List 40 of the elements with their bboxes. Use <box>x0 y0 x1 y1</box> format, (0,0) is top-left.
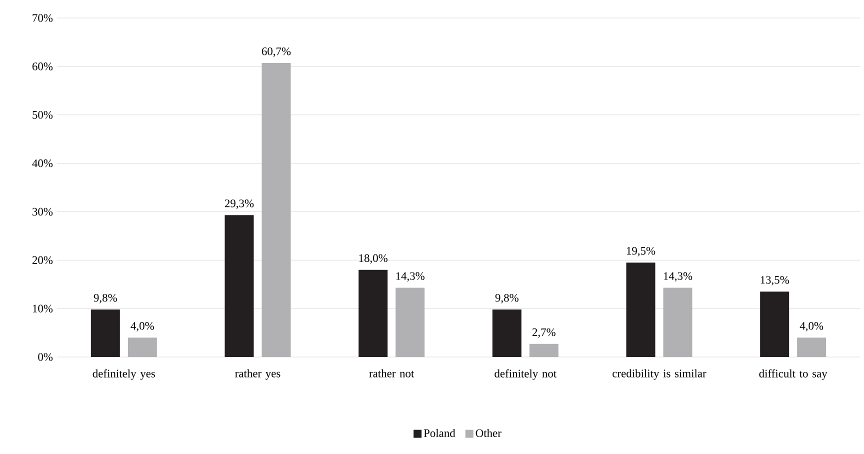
data-label: 18,0% <box>359 254 388 264</box>
y-tick-label: 60% <box>32 62 53 70</box>
data-label: 19,5% <box>626 246 656 256</box>
legend-label: Other <box>476 428 502 438</box>
x-tick-label: rather yes <box>235 369 280 380</box>
bar <box>760 292 790 357</box>
bar <box>797 338 826 357</box>
x-tick-label: definitely yes <box>92 369 156 380</box>
data-label: 9,8% <box>94 294 117 304</box>
bar <box>128 338 157 357</box>
y-tick-label: 0% <box>38 353 53 361</box>
x-tick-label: definitely not <box>494 369 557 380</box>
y-tick-label: 10% <box>32 304 53 312</box>
bar <box>358 270 388 357</box>
data-label: 4,0% <box>800 322 824 332</box>
y-tick-label: 30% <box>32 208 53 216</box>
data-label: 13,5% <box>760 276 789 286</box>
y-tick-label: 20% <box>32 256 53 264</box>
bar <box>663 288 692 357</box>
x-tick-label: credibility is similar <box>612 369 706 380</box>
y-tick-label: 40% <box>32 159 53 168</box>
y-tick-label: 50% <box>32 110 53 119</box>
x-tick-label: rather not <box>369 369 414 378</box>
data-label: 9,8% <box>495 294 518 304</box>
legend-label: Poland <box>424 428 456 438</box>
data-label: 29,3% <box>224 200 254 209</box>
bar <box>262 63 291 357</box>
y-tick-label: 70% <box>32 14 53 22</box>
bar <box>396 288 425 357</box>
bar <box>90 310 120 357</box>
data-label: 14,3% <box>664 272 692 282</box>
x-tick-label: difficult to say <box>759 369 828 380</box>
data-label: 60,7% <box>262 47 291 57</box>
bar <box>492 310 522 357</box>
bar <box>529 344 558 357</box>
bar <box>626 262 656 357</box>
data-label: 14,3% <box>396 272 424 282</box>
data-label: 2,7% <box>532 328 556 338</box>
bar <box>224 215 254 357</box>
data-label: 4,0% <box>130 322 154 332</box>
